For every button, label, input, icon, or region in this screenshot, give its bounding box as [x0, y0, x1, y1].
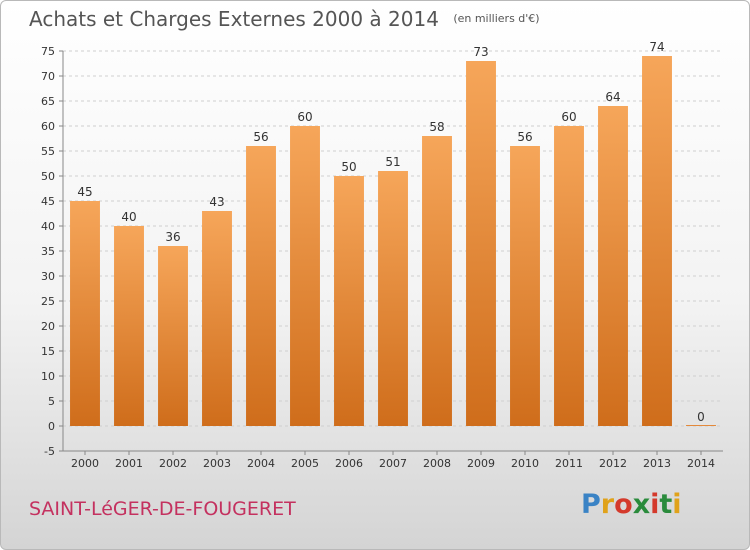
data-label: 56 — [253, 130, 268, 144]
x-tick-label: 2005 — [291, 457, 319, 470]
logo-letter: x — [632, 489, 651, 520]
logo-letter: i — [672, 489, 682, 520]
data-label: 60 — [297, 110, 312, 124]
y-tick-label: 65 — [41, 95, 55, 108]
y-tick-label: 70 — [41, 70, 55, 83]
data-label: 64 — [605, 90, 620, 104]
chart-title: Achats et Charges Externes 2000 à 2014 (… — [29, 7, 540, 31]
y-tick-label: 45 — [41, 195, 55, 208]
data-label: 36 — [165, 230, 180, 244]
y-tick-label: 55 — [41, 145, 55, 158]
y-tick-label: 35 — [41, 245, 55, 258]
y-tick-label: 40 — [41, 220, 55, 233]
data-label: 50 — [341, 160, 356, 174]
bar-2002 — [158, 246, 188, 426]
x-tick-label: 2007 — [379, 457, 407, 470]
y-tick-label: 10 — [41, 370, 55, 383]
bar-2005 — [290, 126, 320, 426]
bar-2003 — [202, 211, 232, 426]
y-tick-label: 50 — [41, 170, 55, 183]
x-tick-label: 2003 — [203, 457, 231, 470]
y-tick-label: 30 — [41, 270, 55, 283]
logo-letter: o — [614, 489, 633, 520]
chart-unit: (en milliers d'€) — [453, 12, 540, 25]
x-tick-label: 2001 — [115, 457, 143, 470]
proxiti-logo: Proxiti — [581, 489, 682, 520]
x-tick-label: 2000 — [71, 457, 99, 470]
x-tick-label: 2010 — [511, 457, 539, 470]
bar-2000 — [70, 201, 100, 426]
y-tick-label: 0 — [48, 420, 55, 433]
data-label: 43 — [209, 195, 224, 209]
y-tick-label: 60 — [41, 120, 55, 133]
data-label: 51 — [385, 155, 400, 169]
y-tick-label: -5 — [44, 445, 55, 458]
data-label: 56 — [517, 130, 532, 144]
data-labels: 45 40 36 43 56 60 50 51 58 73 56 60 64 74 0 — [77, 40, 704, 424]
logo-letter: r — [600, 489, 615, 520]
logo-letter: i — [650, 489, 660, 520]
logo-letter: t — [659, 489, 673, 520]
bar-2001 — [114, 226, 144, 426]
bars — [70, 56, 716, 426]
bar-2013 — [642, 56, 672, 426]
y-tick-label: 20 — [41, 320, 55, 333]
bar-2008 — [422, 136, 452, 426]
x-tick-label: 2006 — [335, 457, 363, 470]
data-label: 40 — [121, 210, 136, 224]
chart-title-text: Achats et Charges Externes 2000 à 2014 — [29, 7, 439, 31]
bar-2012 — [598, 106, 628, 426]
x-tick-label: 2014 — [687, 457, 715, 470]
y-tick-label: 5 — [48, 395, 55, 408]
data-label: 74 — [649, 40, 664, 54]
data-label: 60 — [561, 110, 576, 124]
x-tick-label: 2013 — [643, 457, 671, 470]
bar-2011 — [554, 126, 584, 426]
bar-2014 — [686, 425, 716, 426]
bar-2009 — [466, 61, 496, 426]
x-tick-label: 2008 — [423, 457, 451, 470]
y-tick-label: 75 — [41, 45, 55, 58]
x-tick-label: 2012 — [599, 457, 627, 470]
bar-2006 — [334, 176, 364, 426]
y-tick-label: 25 — [41, 295, 55, 308]
logo-letter: P — [581, 489, 601, 520]
data-label: 73 — [473, 45, 488, 59]
data-label: 58 — [429, 120, 444, 134]
y-tick-label: 15 — [41, 345, 55, 358]
data-label: 0 — [697, 410, 705, 424]
x-tick-label: 2004 — [247, 457, 275, 470]
x-tick-label: 2009 — [467, 457, 495, 470]
x-tick-label: 2002 — [159, 457, 187, 470]
data-label: 45 — [77, 185, 92, 199]
commune-name: SAINT-LéGER-DE-FOUGERET — [29, 498, 296, 520]
x-tick-label: 2011 — [555, 457, 583, 470]
bar-2010 — [510, 146, 540, 426]
bar-2007 — [378, 171, 408, 426]
bar-2004 — [246, 146, 276, 426]
